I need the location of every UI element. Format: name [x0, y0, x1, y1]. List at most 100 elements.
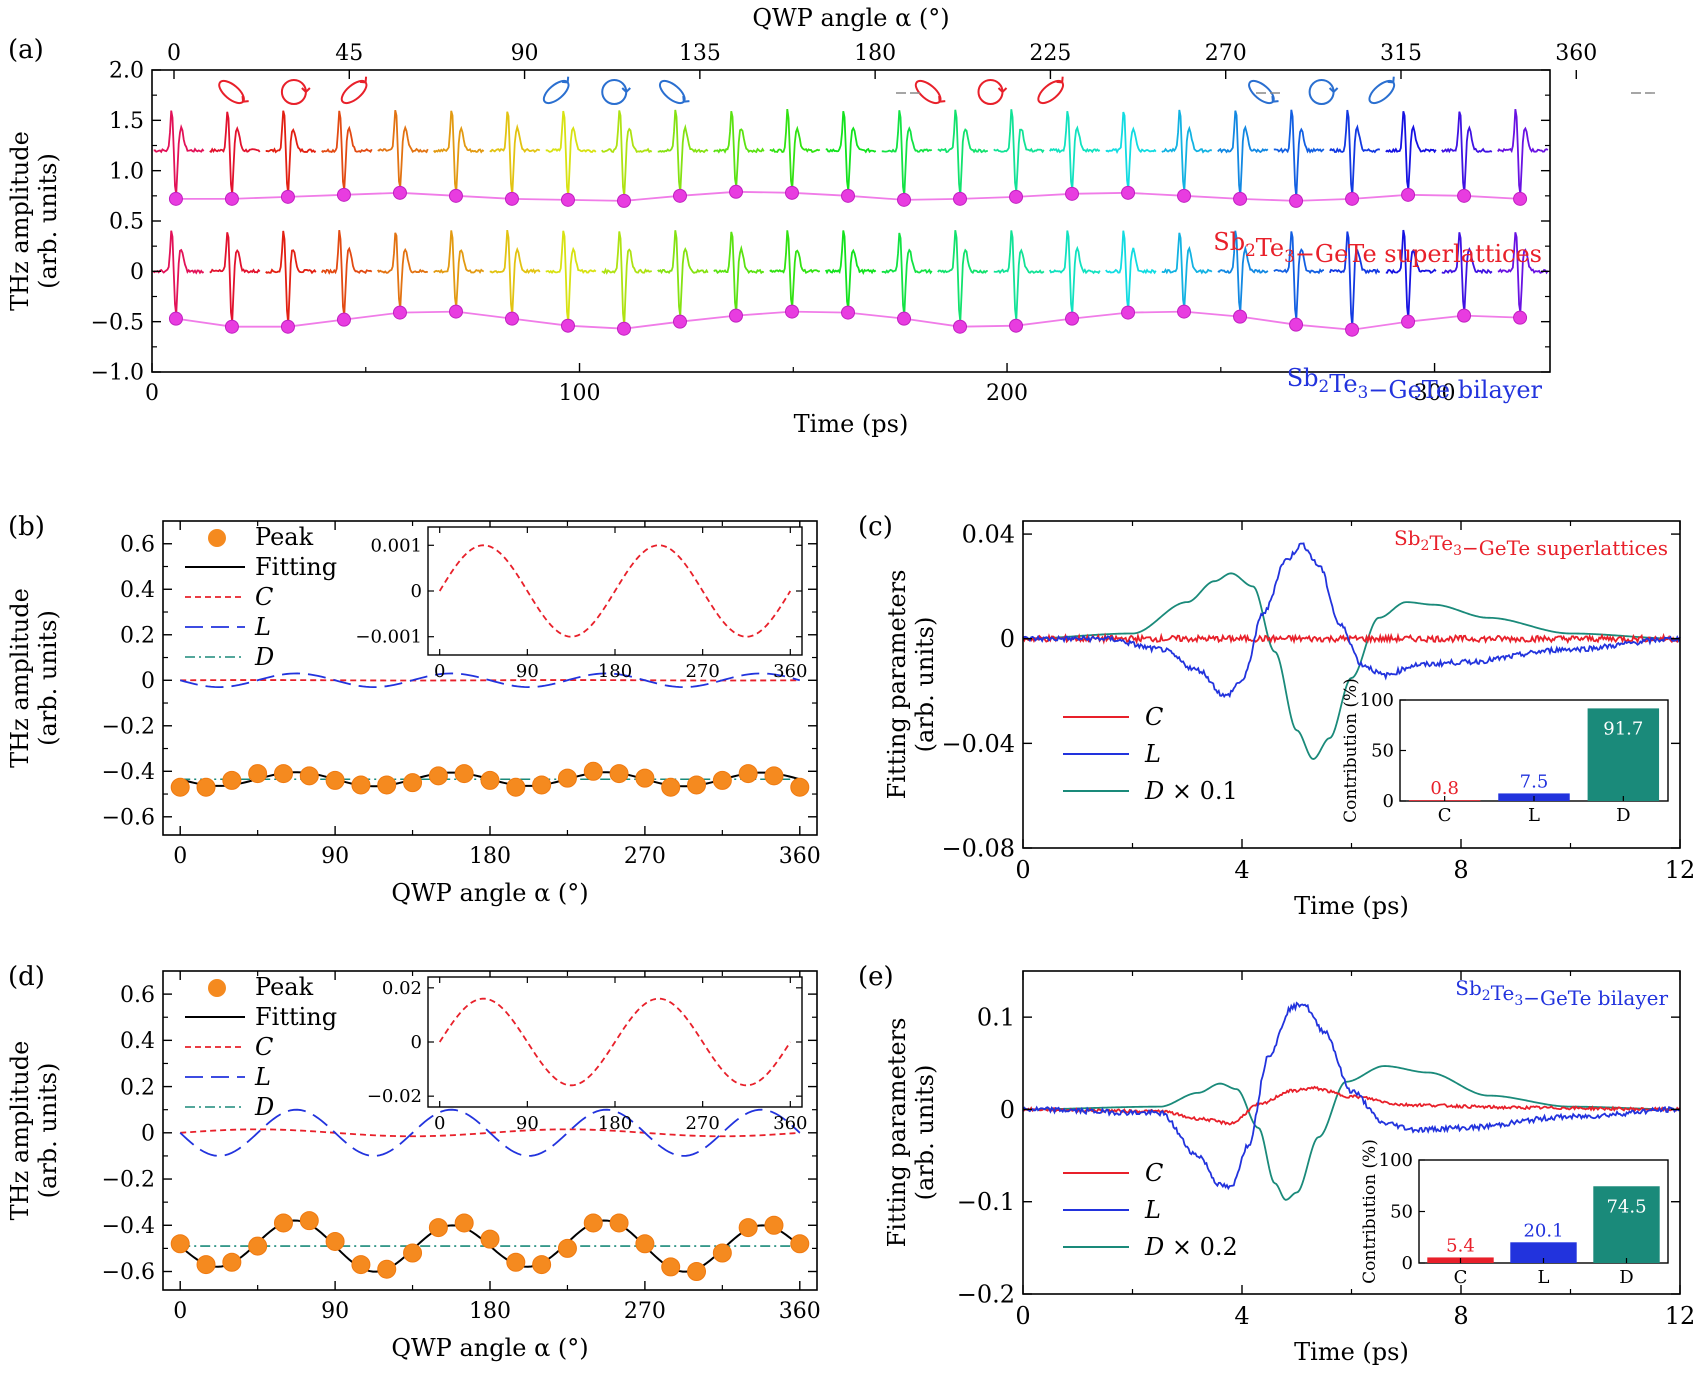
panel-e-x-axis-label: Time (ps) [1294, 1338, 1409, 1366]
polarization-icon [1308, 79, 1335, 105]
panel-c-chart: 0 4 8 12 0.04 0 −0.04 −0.08 Time (ps) Fitting par… [883, 520, 1695, 920]
trace-segment [377, 109, 429, 188]
panel-d-y-tick-label: −0.6 [102, 1260, 155, 1285]
trace-segment [1048, 230, 1101, 314]
peak-marker [532, 775, 552, 795]
panel-c-y-tick-label: −0.08 [941, 834, 1015, 862]
panel-a-top-tick-label: 315 [1380, 41, 1422, 66]
trace-D [1023, 1065, 1680, 1201]
panel-a-x-axis-label: Time (ps) [794, 410, 909, 438]
legend-D-label: D × 0.1 [1144, 777, 1238, 805]
panel-d-x-tick-label: 270 [624, 1299, 666, 1324]
panel-d-x-tick-label: 0 [173, 1299, 187, 1324]
polarization-arrow-icon [938, 95, 946, 103]
panel-a-top-tick-label: 0 [167, 41, 181, 66]
trace-segment [320, 230, 373, 316]
peak-marker [560, 318, 575, 333]
contribution-category-label: D [1619, 1267, 1633, 1288]
panel-b-x-tick-label: 360 [779, 844, 821, 869]
peak-marker [280, 319, 295, 334]
trace-segment [601, 110, 653, 197]
panel-e-x-tick-label: 4 [1234, 1302, 1249, 1330]
peak-marker [224, 191, 239, 206]
panel-c-y-tick-label: 0.04 [962, 520, 1015, 548]
peak-marker [1009, 189, 1024, 204]
inset-y-tick-label: 0.001 [370, 535, 422, 556]
panel-c-y-axis-label-units: (arb. units) [911, 617, 939, 753]
panel-d-y-tick-label: 0 [141, 1122, 155, 1147]
inset-x-tick-label: 90 [516, 1113, 539, 1134]
peak-marker [480, 770, 500, 790]
trace-segment [1385, 229, 1437, 319]
fit-L-line [179, 1108, 801, 1157]
trace-L [1022, 542, 1681, 699]
panel-c-y-tick-label: 0 [1000, 625, 1015, 653]
inset-x-tick-label: 0 [434, 1113, 445, 1134]
peak-marker [168, 311, 183, 326]
legend-L-label: L [254, 613, 271, 641]
peak-marker [1233, 191, 1248, 206]
panel-d-x-axis-label: QWP angle α (°) [391, 1334, 588, 1362]
trace-segment [489, 111, 541, 196]
contribution-value-label: 7.5 [1520, 771, 1549, 792]
peak-marker [336, 187, 351, 202]
panel-d-x-tick-label: 90 [321, 1299, 349, 1324]
legend-peak-label: Peak [255, 523, 314, 551]
panel-e-x-tick-label: 8 [1453, 1302, 1468, 1330]
inset-bar-y-tick-label: 0 [1402, 1253, 1413, 1274]
panel-b-x-tick-label: 90 [321, 844, 349, 869]
peak-marker [635, 1234, 655, 1254]
panel-label-b: (b) [8, 512, 45, 542]
inset-bar-y-axis-label: Contribution (%) [1341, 678, 1361, 823]
peak-marker [170, 777, 190, 797]
peak-marker [738, 1218, 758, 1238]
trace-segment [1105, 230, 1157, 311]
inset-bar-y-tick-label: 50 [1371, 741, 1394, 762]
trace-segment [1329, 231, 1381, 327]
panel-c-x-tick-label: 0 [1015, 856, 1030, 884]
legend-fitting-label: Fitting [255, 1003, 337, 1031]
trace-segment [657, 230, 709, 317]
trace-segment [1441, 111, 1493, 194]
peak-marker [248, 1236, 268, 1256]
superlattice-series-label: Sb2Te3−GeTe superlattices [1213, 228, 1542, 268]
contribution-bar-D [1593, 1186, 1660, 1263]
peak-marker [609, 764, 629, 784]
panel-d-y-axis-label-units: (arb. units) [34, 1063, 62, 1199]
contribution-value-label: 20.1 [1523, 1220, 1563, 1241]
polarization-arrow-icon [997, 87, 1008, 94]
peak-marker [764, 766, 784, 786]
inset-x-tick-label: 270 [685, 661, 719, 682]
peak-marker [728, 308, 743, 323]
inset-y-tick-label: 0 [411, 1032, 422, 1053]
panel-b-x-axis-label: QWP angle α (°) [391, 879, 588, 907]
polarization-arrow-icon [1387, 76, 1395, 84]
peak-marker [392, 185, 407, 200]
panel-a-y-axis-label-units: (arb. units) [34, 153, 62, 289]
panel-d-y-tick-label: −0.2 [102, 1168, 155, 1193]
inset-bar-y-axis-label: Contribution (%) [1360, 1139, 1380, 1284]
trace-segment [433, 110, 485, 193]
peak-marker [196, 1255, 216, 1275]
peak-marker [504, 311, 519, 326]
trace-segment [265, 230, 317, 324]
inset-x-tick-label: 360 [773, 661, 807, 682]
trace-segment [1385, 111, 1437, 190]
panel-a-y-tick-label: 1.0 [109, 159, 144, 184]
trace-segment [1273, 231, 1325, 320]
peak-marker [1345, 322, 1360, 337]
panel-d-y-tick-label: 0.6 [120, 983, 155, 1008]
panel-a-x-tick-label: 0 [145, 381, 159, 406]
panel-a-top-tick-label: 360 [1555, 41, 1597, 66]
trace-segment [265, 110, 317, 195]
peak-marker [506, 777, 526, 797]
contribution-category-label: L [1528, 805, 1540, 826]
panel-e-title: Sb2Te3−GeTe bilayer [1455, 976, 1668, 1010]
peak-marker [480, 1229, 500, 1249]
panel-a-top-tick-label: 90 [511, 41, 539, 66]
peak-marker [635, 768, 655, 788]
contribution-value-label: 91.7 [1603, 718, 1643, 739]
legend-C-label: C [255, 1033, 273, 1061]
panel-e-y-axis-label: Fitting parameters [883, 1018, 911, 1248]
